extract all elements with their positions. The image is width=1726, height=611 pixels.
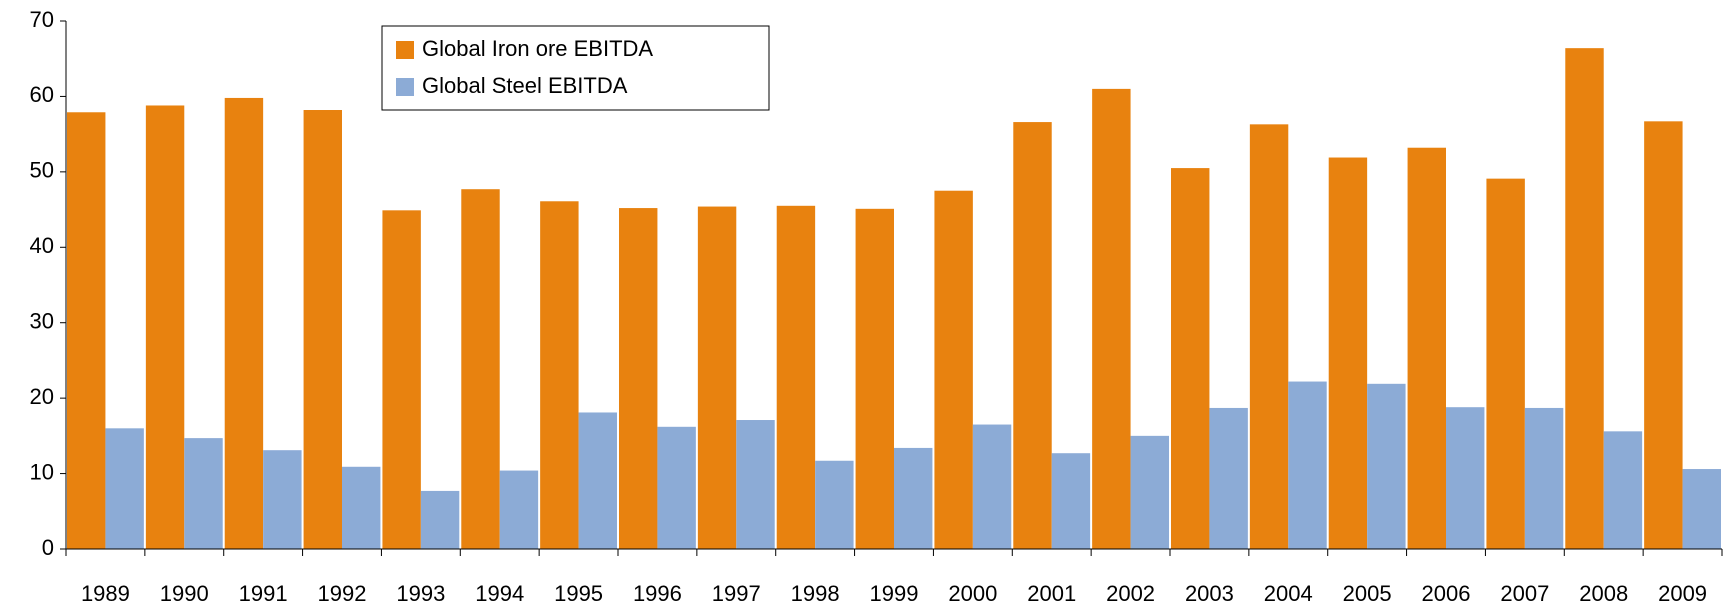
bar: [1565, 48, 1604, 549]
bar: [224, 97, 264, 550]
legend-box: [381, 25, 770, 111]
bar: [1328, 157, 1368, 550]
bar: [934, 190, 973, 549]
bar: [382, 210, 421, 549]
bar: [263, 450, 302, 549]
bar: [1051, 453, 1091, 549]
bar: [697, 206, 737, 549]
y-tick-label: 70: [30, 7, 54, 32]
bar: [1603, 431, 1643, 549]
bar: [461, 189, 500, 549]
bar: [1682, 469, 1721, 549]
bar: [815, 460, 854, 549]
legend-swatch: [396, 78, 414, 96]
bar: [499, 470, 539, 549]
legend-label: Global Iron ore EBITDA: [422, 36, 653, 61]
bar: [657, 426, 696, 549]
x-tick-label: 2004: [1264, 581, 1313, 606]
bar: [540, 201, 579, 549]
y-tick-label: 30: [30, 309, 54, 334]
legend-swatch: [396, 41, 414, 59]
x-tick-label: 2009: [1658, 581, 1707, 606]
bar: [776, 205, 816, 550]
bar: [1171, 168, 1210, 550]
bar: [303, 110, 342, 550]
bar: [1249, 124, 1289, 549]
x-tick-label: 2007: [1500, 581, 1549, 606]
x-tick-label: 1996: [633, 581, 682, 606]
bar: [1288, 381, 1327, 549]
x-tick-label: 2001: [1027, 581, 1076, 606]
x-tick-label: 1992: [318, 581, 367, 606]
x-tick-label: 2002: [1106, 581, 1155, 606]
bar: [1367, 383, 1406, 549]
x-tick-label: 1993: [396, 581, 445, 606]
bar: [736, 420, 775, 549]
bar: [1130, 435, 1169, 549]
x-tick-label: 1991: [239, 581, 288, 606]
x-tick-label: 2005: [1343, 581, 1392, 606]
bar: [342, 466, 381, 549]
bar: [145, 105, 185, 549]
x-tick-label: 1995: [554, 581, 603, 606]
bar: [105, 428, 144, 549]
bar: [1407, 147, 1446, 549]
bar: [184, 438, 223, 549]
bar: [1092, 88, 1131, 549]
x-tick-label: 1999: [870, 581, 919, 606]
bar: [1644, 121, 1683, 549]
y-tick-label: 0: [42, 535, 54, 560]
y-tick-label: 50: [30, 158, 54, 183]
bar: [420, 490, 460, 549]
x-tick-label: 1998: [791, 581, 840, 606]
x-tick-label: 1994: [475, 581, 524, 606]
x-tick-label: 2008: [1579, 581, 1628, 606]
x-tick-label: 2006: [1422, 581, 1471, 606]
bar: [1446, 407, 1485, 549]
y-tick-label: 60: [30, 82, 54, 107]
bar: [1209, 407, 1248, 549]
x-tick-label: 1997: [712, 581, 761, 606]
bar: [894, 447, 933, 549]
y-tick-label: 10: [30, 459, 54, 484]
y-tick-label: 40: [30, 233, 54, 258]
y-tick-label: 20: [30, 384, 54, 409]
x-tick-label: 2000: [948, 581, 997, 606]
bar: [619, 208, 658, 549]
x-tick-label: 2003: [1185, 581, 1234, 606]
x-tick-label: 1989: [81, 581, 130, 606]
bar: [1013, 122, 1052, 550]
bar: [578, 412, 617, 549]
bar: [1486, 178, 1525, 549]
bar: [1524, 407, 1564, 549]
bar: [855, 208, 894, 549]
x-tick-label: 1990: [160, 581, 209, 606]
bar: [67, 112, 106, 550]
bar: [972, 424, 1012, 549]
legend-label: Global Steel EBITDA: [422, 73, 628, 98]
